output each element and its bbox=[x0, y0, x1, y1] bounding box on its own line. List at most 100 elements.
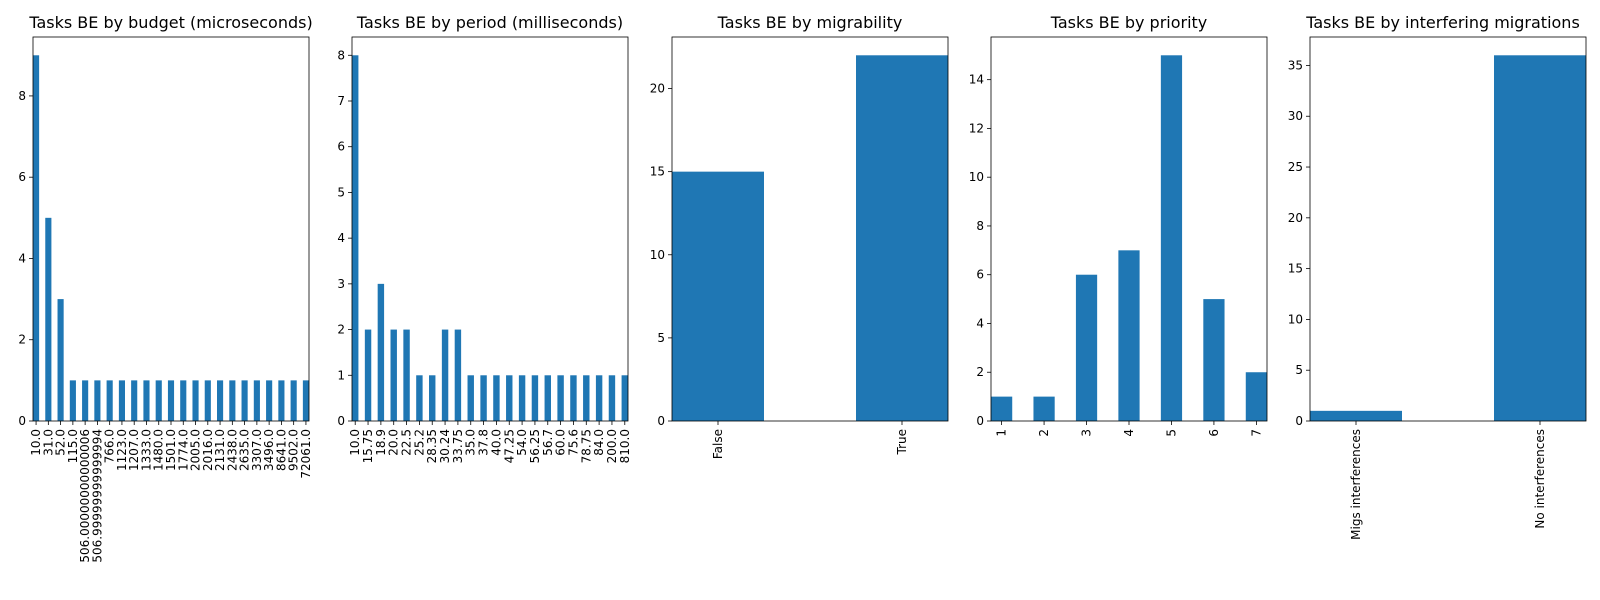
undefined-y-tick-label: 2 bbox=[976, 365, 984, 379]
undefined-bar bbox=[672, 171, 764, 421]
undefined-y-tick-label: 15 bbox=[650, 165, 665, 179]
undefined-y-tick-label: 0 bbox=[337, 414, 345, 428]
undefined-y-tick-label: 3 bbox=[337, 277, 345, 291]
undefined-y-tick-label: 8 bbox=[337, 48, 345, 62]
undefined-x-tick-label: 52.0 bbox=[54, 429, 68, 456]
undefined-x-tick-label: 3 bbox=[1080, 429, 1094, 437]
undefined-bar bbox=[1160, 55, 1183, 421]
undefined-bar bbox=[69, 380, 76, 421]
undefined-y-tick-label: 15 bbox=[1288, 262, 1303, 276]
undefined-x-tick-label: 5 bbox=[1164, 429, 1178, 437]
undefined-x-tick-label: 7 bbox=[1249, 429, 1263, 437]
undefined-x-tick-label: 506.00000000000006 bbox=[78, 429, 92, 563]
undefined-x-tick-label: No interferences bbox=[1533, 429, 1547, 529]
undefined-axes-frame bbox=[671, 36, 949, 422]
undefined-y-tick-label: 0 bbox=[1295, 414, 1303, 428]
undefined-x-tick-label: 56.25 bbox=[528, 429, 542, 463]
undefined-bar bbox=[544, 375, 551, 421]
undefined-y-tick-label: 8 bbox=[976, 219, 984, 233]
undefined-axes-frame bbox=[1309, 36, 1587, 422]
undefined-x-tick-label: 35.0 bbox=[464, 429, 478, 456]
migrability-chart-title: Tasks BE by migrability bbox=[717, 13, 903, 32]
undefined-bar bbox=[118, 380, 125, 421]
undefined-bar bbox=[454, 329, 462, 421]
undefined-x-tick-label: 1501.0 bbox=[164, 429, 178, 471]
undefined-bar bbox=[143, 380, 150, 421]
undefined-y-tick-label: 35 bbox=[1288, 58, 1303, 72]
undefined-y-tick-label: 10 bbox=[1288, 312, 1303, 326]
undefined-y-tick-label: 8 bbox=[18, 89, 26, 103]
undefined-bar bbox=[45, 217, 52, 421]
interfering-migrations-chart-title: Tasks BE by interfering migrations bbox=[1305, 13, 1580, 32]
undefined-x-tick-label: 3307.0 bbox=[250, 429, 264, 471]
undefined-bar bbox=[253, 380, 260, 421]
undefined-bar bbox=[1033, 396, 1055, 421]
undefined-bar bbox=[180, 380, 187, 421]
undefined-bar bbox=[441, 329, 449, 421]
undefined-bar bbox=[217, 380, 224, 421]
undefined-x-tick-label: 200.0 bbox=[605, 429, 619, 463]
undefined-bar bbox=[106, 380, 113, 421]
undefined-x-tick-label: 10.0 bbox=[348, 429, 362, 456]
undefined-x-tick-label: 47.25 bbox=[502, 429, 516, 463]
undefined-x-tick-label: 54.0 bbox=[515, 429, 529, 456]
undefined-bar bbox=[856, 55, 948, 421]
undefined-x-tick-label: 56.7 bbox=[541, 429, 555, 456]
undefined-y-tick-label: 6 bbox=[976, 268, 984, 282]
undefined-x-tick-label: 2016.0 bbox=[201, 429, 215, 471]
undefined-bar bbox=[1310, 410, 1402, 421]
undefined-bar bbox=[290, 380, 297, 421]
undefined-x-tick-label: 31.0 bbox=[41, 429, 55, 456]
undefined-bar bbox=[33, 55, 40, 421]
undefined-x-tick-label: 1480.0 bbox=[152, 429, 166, 471]
undefined-x-tick-label: 115.0 bbox=[66, 429, 80, 463]
undefined-bar bbox=[167, 380, 175, 421]
undefined-bar bbox=[467, 375, 474, 421]
migrability-panel: Tasks BE by migrability 0 5 10 15 20 False Tru… bbox=[650, 13, 949, 459]
undefined-x-tick-label: 75.6 bbox=[566, 429, 580, 456]
undefined-y-tick-label: 20 bbox=[650, 82, 665, 96]
undefined-axes-frame bbox=[32, 36, 310, 422]
undefined-bar bbox=[429, 375, 436, 421]
undefined-x-tick-label: 10.0 bbox=[29, 429, 43, 456]
undefined-x-tick-label: 2438.0 bbox=[225, 429, 239, 471]
undefined-x-tick-label: 25.2 bbox=[412, 429, 426, 456]
undefined-bar bbox=[352, 55, 359, 421]
undefined-y-tick-label: 4 bbox=[337, 231, 345, 245]
undefined-bar bbox=[557, 375, 564, 421]
undefined-y-tick-label: 5 bbox=[657, 331, 665, 345]
undefined-bar bbox=[229, 380, 236, 421]
undefined-bar bbox=[82, 380, 89, 421]
undefined-x-tick-label: 2635.0 bbox=[238, 429, 252, 471]
undefined-axes-frame bbox=[351, 36, 629, 422]
undefined-y-tick-label: 0 bbox=[976, 414, 984, 428]
undefined-bar bbox=[595, 375, 603, 421]
undefined-y-tick-label: 30 bbox=[1288, 109, 1303, 123]
undefined-x-tick-label: 3496.0 bbox=[262, 429, 276, 471]
undefined-x-tick-label: 15.75 bbox=[361, 429, 375, 463]
undefined-bar bbox=[1494, 55, 1586, 421]
undefined-x-tick-label: 1207.0 bbox=[127, 429, 141, 471]
undefined-bar bbox=[991, 396, 1013, 421]
undefined-bar bbox=[241, 380, 248, 421]
undefined-y-tick-label: 5 bbox=[1295, 363, 1303, 377]
undefined-y-tick-label: 4 bbox=[18, 251, 26, 265]
priority-chart-title: Tasks BE by priority bbox=[1050, 13, 1208, 32]
undefined-bar bbox=[1203, 299, 1225, 421]
undefined-x-tick-label: 28.35 bbox=[425, 429, 439, 463]
undefined-x-tick-label: 6 bbox=[1207, 429, 1221, 437]
undefined-x-tick-label: 810.0 bbox=[618, 429, 632, 463]
undefined-y-tick-label: 5 bbox=[337, 185, 345, 199]
undefined-y-tick-label: 7 bbox=[337, 94, 345, 108]
undefined-bar bbox=[531, 375, 539, 421]
undefined-bar bbox=[1118, 250, 1140, 421]
undefined-x-tick-label: 33.75 bbox=[451, 429, 465, 463]
undefined-x-tick-label: False bbox=[711, 429, 725, 459]
undefined-y-tick-label: 10 bbox=[650, 248, 665, 262]
undefined-bar bbox=[1075, 274, 1098, 421]
undefined-x-tick-label: 22.5 bbox=[400, 429, 414, 456]
undefined-bar bbox=[480, 375, 487, 421]
undefined-bar bbox=[416, 375, 423, 421]
undefined-x-tick-label: 2131.0 bbox=[213, 429, 227, 471]
